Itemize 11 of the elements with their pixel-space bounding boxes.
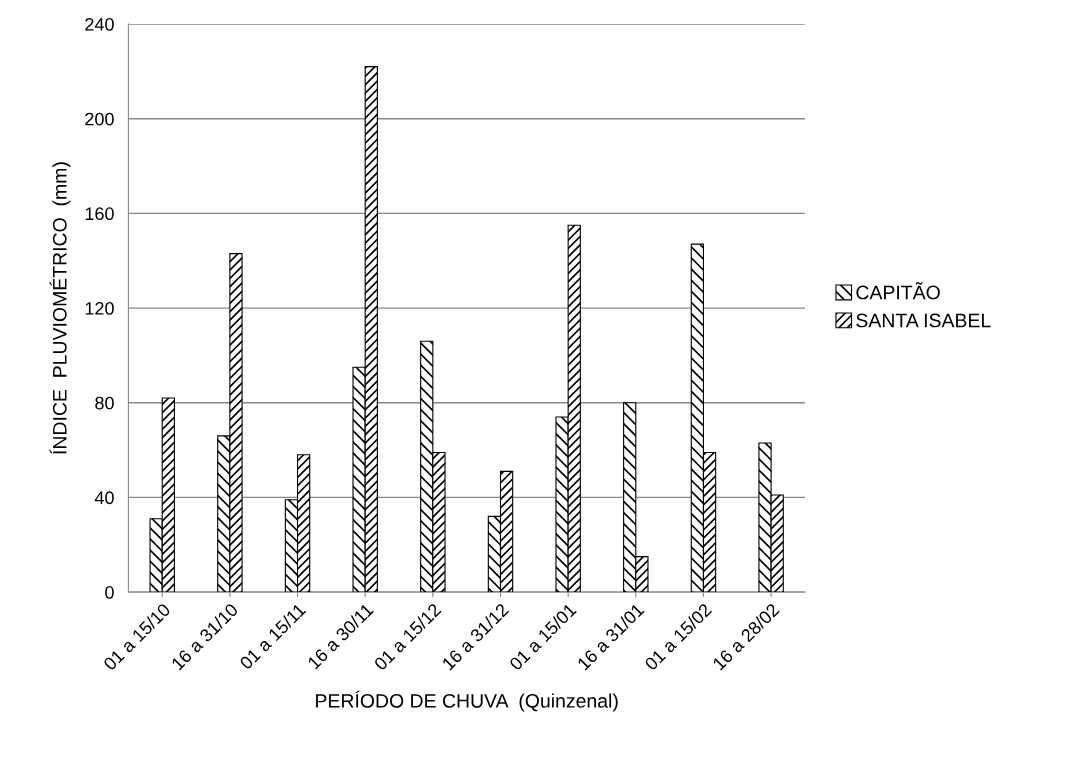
y-tick-label: 240	[85, 17, 114, 31]
legend-label: SANTA ISABEL	[856, 313, 991, 328]
y-tick-label: 200	[85, 112, 114, 126]
y-axis-title: ÍNDICE PLUVIOMÉTRICO (mm)	[49, 162, 71, 454]
y-tick-label: 120	[85, 302, 114, 315]
legend-label: CAPITÃO	[856, 282, 940, 300]
x-axis-title: PERÍODO DE CHUVA (Quinzenal)	[316, 690, 618, 712]
y-tick-label: 40	[94, 491, 114, 505]
y-tick-label: 80	[95, 396, 114, 410]
y-tick-label: 0	[105, 586, 114, 599]
y-tick-label: 160	[85, 207, 114, 221]
